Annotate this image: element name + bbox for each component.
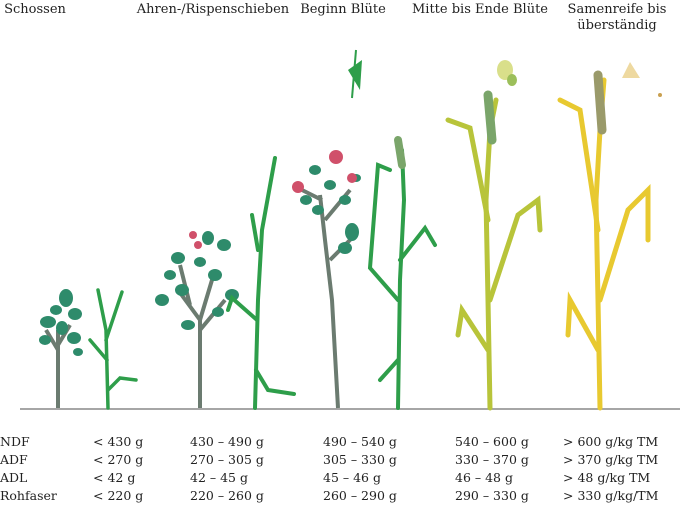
stage-label: Samenreife bis überständig xyxy=(537,2,693,34)
row-label: ADL xyxy=(0,470,28,485)
seed-icon-5 xyxy=(622,62,662,97)
flower-icon-4 xyxy=(497,60,517,86)
stage-label-line: Mitte bis Ende Blüte xyxy=(411,2,549,17)
legume-3 xyxy=(292,150,361,409)
flower-icon-3 xyxy=(348,49,362,99)
table-cell: < 220 g xyxy=(93,488,144,503)
table-cell: > 600 g/kg TM xyxy=(563,434,659,449)
stage-label: Schossen xyxy=(0,2,115,18)
grass-5 xyxy=(557,70,651,411)
grass-2 xyxy=(226,156,296,410)
table-cell: > 48 g/kg TM xyxy=(563,470,651,485)
legume-1 xyxy=(39,289,83,408)
table-cell: < 430 g xyxy=(93,434,144,449)
table-cell: 305 – 330 g xyxy=(323,452,397,467)
table-cell: 330 – 370 g xyxy=(455,452,529,467)
stage-label: Ahren-/Rispenschieben xyxy=(133,2,293,18)
stage-label-line: Beginn Blüte xyxy=(300,2,386,17)
table-cell: > 330 g/kg/TM xyxy=(563,488,659,503)
table-cell: 270 – 305 g xyxy=(190,452,264,467)
row-label: Rohfaser xyxy=(0,488,57,503)
table-cell: > 370 g/kg TM xyxy=(563,452,659,467)
table-cell: 290 – 330 g xyxy=(455,488,529,503)
row-label: NDF xyxy=(0,434,30,449)
stage-label-line: Schossen xyxy=(4,2,66,17)
stage-label-line: Ahren-/Rispenschieben xyxy=(136,2,290,17)
table-cell: 45 – 46 g xyxy=(323,470,381,485)
table-cell: 46 – 48 g xyxy=(455,470,513,485)
table-cell: < 270 g xyxy=(93,452,144,467)
stage-label-line: Samenreife bis xyxy=(567,2,667,17)
stage-label-line: überständig xyxy=(577,18,657,33)
grass-1 xyxy=(88,288,138,410)
table-cell: 42 – 45 g xyxy=(190,470,248,485)
grass-3 xyxy=(367,136,437,410)
legume-2 xyxy=(155,231,239,408)
table-cell: 220 – 260 g xyxy=(190,488,264,503)
grass-4 xyxy=(445,90,543,411)
table-cell: 490 – 540 g xyxy=(323,434,397,449)
table-cell: 260 – 290 g xyxy=(323,488,397,503)
stage-label: Mitte bis Ende Blüte xyxy=(400,2,560,18)
table-cell: < 42 g xyxy=(93,470,136,485)
row-label: ADF xyxy=(0,452,28,467)
stage-label: Beginn Blüte xyxy=(263,2,423,18)
table-cell: 430 – 490 g xyxy=(190,434,264,449)
table-cell: 540 – 600 g xyxy=(455,434,529,449)
